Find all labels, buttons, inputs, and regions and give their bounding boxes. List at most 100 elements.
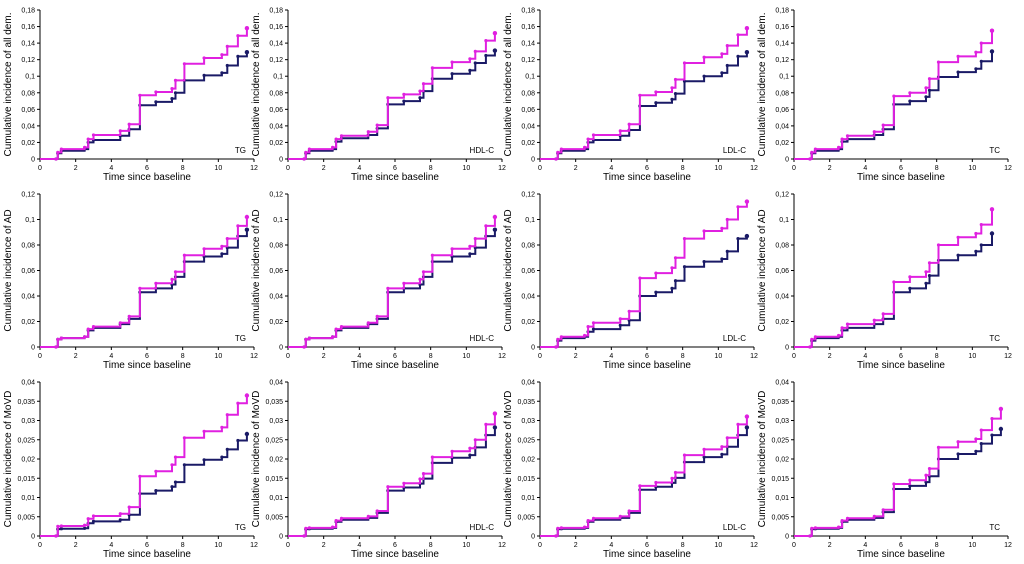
x-axis-title: Time since baseline [103,549,191,560]
data-point-higher [118,129,122,133]
y-tick-label: 0 [279,345,283,352]
data-point-higher [375,123,379,127]
data-point-higher [154,90,158,94]
y-tick-label: 0,16 [521,24,535,31]
data-point-higher [720,226,724,230]
x-tick-label: 2 [828,165,832,172]
data-point-higher [484,224,488,228]
y-tick-label: 0,025 [265,437,283,444]
x-tick-label: 10 [214,353,222,360]
x-tick-label: 8 [181,542,185,549]
y-tick-label: 0,03 [521,418,535,425]
data-point-higher [173,270,178,274]
x-tick-label: 12 [498,353,506,360]
x-tick-label: 0 [538,353,542,360]
data-point-higher [127,505,131,509]
y-tick-label: 0 [31,534,35,541]
endpoint-lower [998,426,1004,432]
y-tick-label: 0,015 [517,476,535,483]
y-tick-label: 0 [785,157,789,164]
data-point-lower [725,63,729,68]
data-point-higher [430,66,434,70]
y-tick-label: 0,06 [775,107,789,114]
data-point-higher [220,425,224,429]
data-point-lower [736,54,740,59]
data-point-lower [979,243,983,247]
y-axis-title: Cumulative incidence of AD [251,209,262,331]
data-point-higher [936,445,941,449]
y-tick-label: 0 [279,534,283,541]
x-tick-label: 6 [899,353,903,360]
x-tick-label: 8 [681,542,685,549]
data-point-higher [202,429,206,433]
y-tick-label: 0 [31,157,35,164]
data-point-higher [638,276,642,280]
data-point-higher [83,523,87,527]
data-point-higher [366,514,370,519]
data-point-higher [202,56,206,60]
x-tick-label: 8 [681,165,685,172]
x-tick-label: 8 [935,353,939,360]
data-point-higher [154,469,158,473]
x-tick-label: 10 [968,165,976,172]
data-point-lower [908,484,912,488]
y-tick-label: 0 [531,534,535,541]
x-tick-label: 4 [357,165,361,172]
panel-1-2: 0 0,02 0,04 0,06 0,08 0,1 0,12 0 2 4 6 8 10 12 Time si… [503,192,758,372]
data-point-higher [118,512,122,516]
data-point-higher [627,309,631,313]
data-point-higher [418,277,422,281]
data-point-higher [736,422,740,426]
x-tick-label: 2 [322,542,326,549]
data-point-higher [118,321,122,325]
endpoint-higher [492,31,498,36]
data-point-higher [908,275,912,279]
y-tick-label: 0,06 [21,268,35,275]
y-tick-label: 0,1 [525,74,535,81]
y-tick-label: 0,035 [771,399,789,406]
data-point-higher [956,440,960,444]
data-point-lower [654,101,658,105]
data-point-higher [170,87,174,91]
y-axis-title: Cumulative incidence of all dem. [3,13,14,157]
data-point-higher [484,39,488,43]
panel-0-3: 0 0,02 0,04 0,06 0,08 0,1 0,12 0,14 0,16 0,18 0 2 4 6… [757,8,1012,184]
y-tick-label: 0,02 [521,457,535,464]
data-point-lower [91,519,96,524]
data-point-higher [927,77,932,81]
x-tick-label: 8 [429,353,433,360]
x-tick-label: 10 [462,353,470,360]
y-tick-label: 0,06 [21,107,35,114]
data-point-higher [810,150,814,154]
endpoint-lower [989,49,995,54]
data-point-higher [304,337,308,341]
data-point-higher [554,157,558,161]
data-point-lower [670,286,674,290]
data-point-lower [725,249,729,253]
data-point-higher [872,318,876,322]
data-point-lower [673,92,678,96]
data-point-higher [586,519,590,523]
panel-label: TC [989,523,1000,532]
series-line-lower [40,434,248,537]
data-point-higher [334,137,338,141]
y-tick-label: 0,1 [779,217,789,224]
data-point-higher [56,337,60,341]
x-tick-label: 0 [286,353,290,360]
data-point-higher [56,150,60,154]
y-tick-label: 0,01 [775,495,789,502]
data-point-lower [908,99,912,103]
data-point-higher [974,50,978,54]
x-axis-title: Time since baseline [351,549,439,560]
x-tick-label: 2 [574,165,578,172]
y-tick-label: 0,06 [521,268,535,275]
x-axis-title: Time since baseline [603,549,691,560]
data-point-higher [331,335,335,339]
x-tick-label: 10 [714,165,722,172]
data-point-higher [979,41,983,45]
data-point-higher [840,137,844,141]
y-tick-label: 0,12 [269,192,283,199]
data-point-higher [673,470,678,475]
data-point-higher [554,345,558,349]
data-point-lower [720,452,724,456]
